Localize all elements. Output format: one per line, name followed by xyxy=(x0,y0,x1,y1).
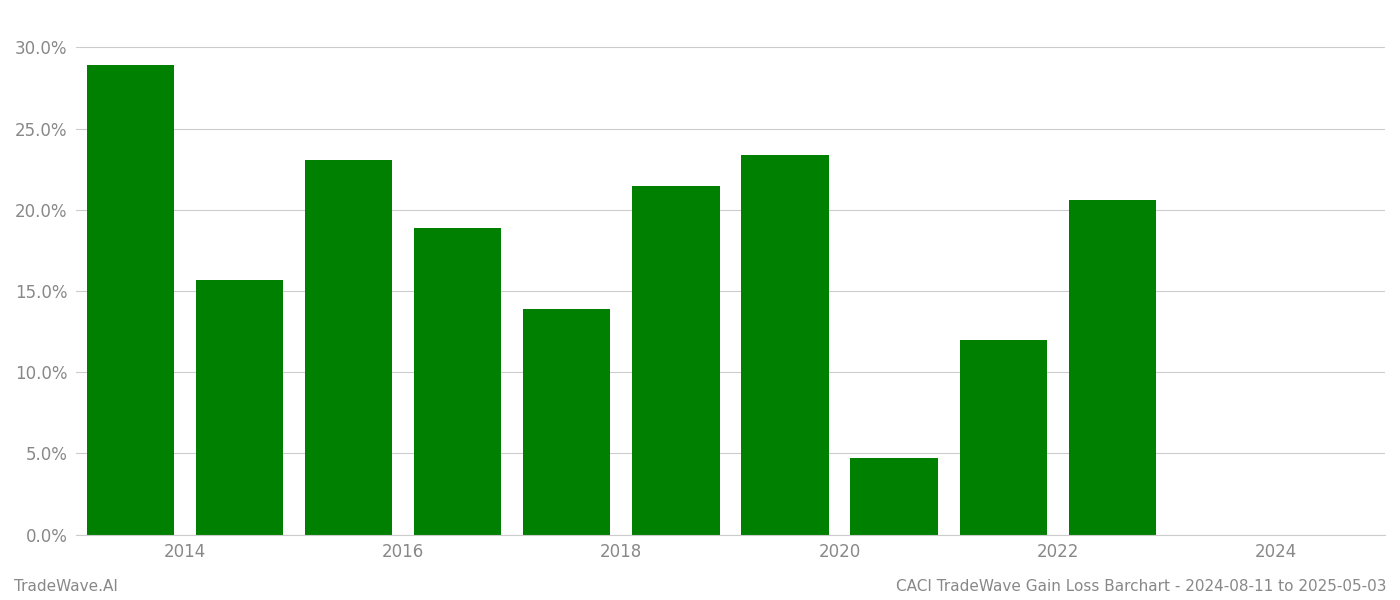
Bar xyxy=(305,160,392,535)
Bar xyxy=(414,228,501,535)
Bar xyxy=(850,458,938,535)
Bar xyxy=(742,155,829,535)
Bar xyxy=(633,185,720,535)
Bar xyxy=(87,65,174,535)
Bar xyxy=(959,340,1047,535)
Text: TradeWave.AI: TradeWave.AI xyxy=(14,579,118,594)
Bar xyxy=(196,280,283,535)
Text: CACI TradeWave Gain Loss Barchart - 2024-08-11 to 2025-05-03: CACI TradeWave Gain Loss Barchart - 2024… xyxy=(896,579,1386,594)
Bar xyxy=(1068,200,1156,535)
Bar xyxy=(524,309,610,535)
